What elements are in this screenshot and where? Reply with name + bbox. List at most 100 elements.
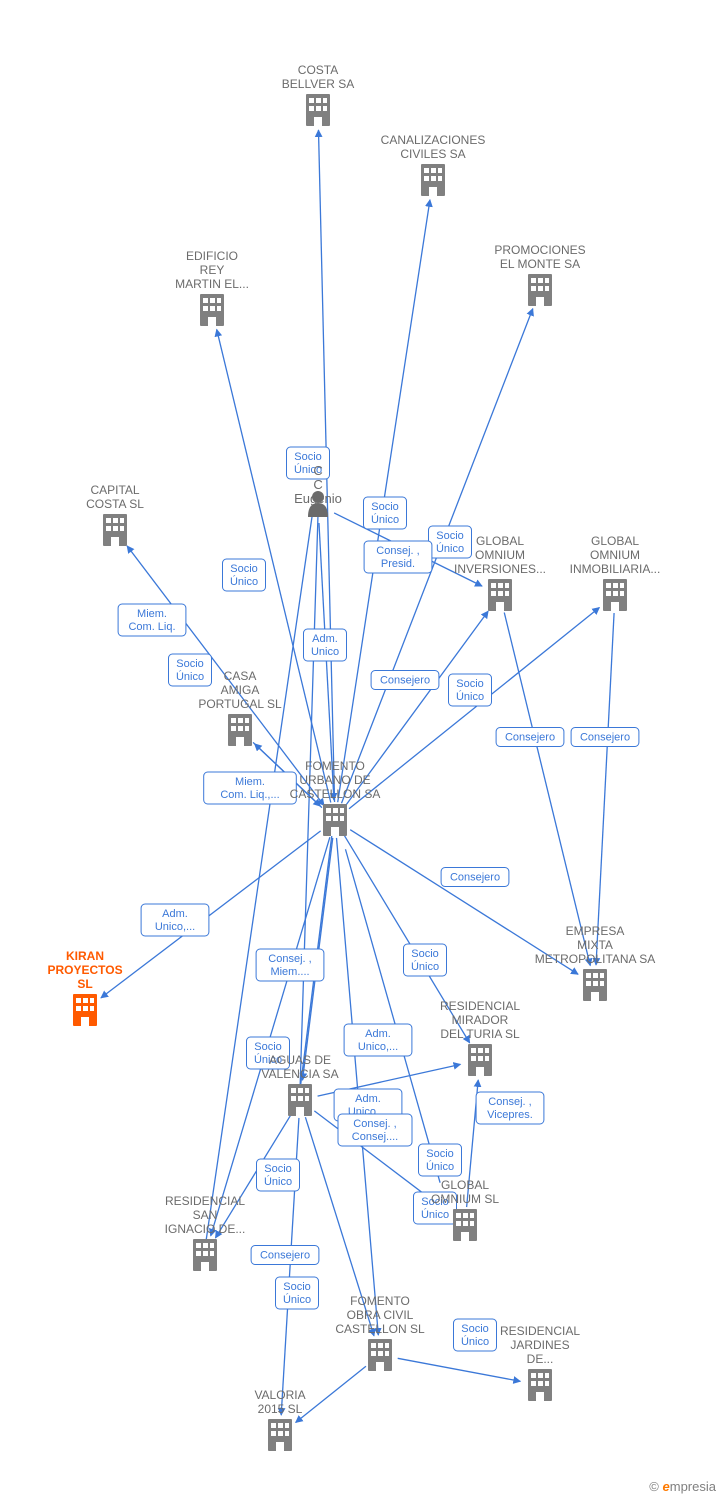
edge-label: SocioÚnico — [287, 447, 330, 479]
node-residencial_san[interactable]: RESIDENCIALSANIGNACIO DE... — [165, 1194, 246, 1271]
edge-label: Consejero — [496, 728, 564, 747]
node-label: MARTIN EL... — [175, 277, 249, 291]
node-label: CASTELLON SL — [335, 1322, 425, 1336]
node-label: RESIDENCIAL — [500, 1324, 580, 1338]
edge-label: Consejero — [441, 868, 509, 887]
node-label: PROYECTOS — [47, 963, 122, 977]
node-label: 2015 SL — [258, 1402, 303, 1416]
node-label: MIXTA — [577, 938, 613, 952]
node-capital_costa[interactable]: CAPITALCOSTA SL — [86, 483, 144, 546]
node-label: OMNIUM — [590, 548, 640, 562]
node-kiran[interactable]: KIRANPROYECTOSSL — [47, 949, 122, 1026]
node-valoria[interactable]: VALORIA2015 SL — [254, 1388, 305, 1451]
svg-text:Consejero: Consejero — [450, 872, 500, 884]
building-icon — [453, 1209, 477, 1241]
edge-label: Consej. ,Vicepres. — [476, 1092, 544, 1124]
edge-label: SocioÚnico — [454, 1319, 497, 1351]
edge-label: SocioÚnico — [257, 1159, 300, 1191]
svg-text:Consej. ,: Consej. , — [488, 1096, 531, 1108]
node-empresa_mixta[interactable]: EMPRESAMIXTAMETROPOLITANA SA — [535, 924, 655, 1001]
edge — [349, 608, 599, 809]
svg-text:Socio: Socio — [456, 678, 484, 690]
node-label: GLOBAL — [591, 534, 639, 548]
node-label: INMOBILIARIA... — [570, 562, 661, 576]
node-label: DEL TURIA SL — [440, 1027, 520, 1041]
node-label: OMNIUM SL — [431, 1192, 499, 1206]
network-diagram: SocioÚnicoSocioÚnicoSocioÚnicoSocioÚnico… — [0, 0, 728, 1500]
edge — [337, 838, 379, 1335]
node-fomento_obra[interactable]: FOMENTOOBRA CIVILCASTELLON SL — [335, 1294, 425, 1371]
node-label: REY — [200, 263, 225, 277]
node-canalizaciones[interactable]: CANALIZACIONESCIVILES SA — [381, 133, 486, 196]
edge-label: SocioÚnico — [419, 1144, 462, 1176]
node-label: AMIGA — [221, 683, 260, 697]
svg-text:Com. Liq.,...: Com. Liq.,... — [220, 789, 279, 801]
node-label: COSTA SL — [86, 497, 144, 511]
building-icon — [488, 579, 512, 611]
svg-text:Socio: Socio — [371, 501, 399, 513]
edge-label: SocioÚnico — [223, 559, 266, 591]
building-icon — [368, 1339, 392, 1371]
edge-label: Miem.Com. Liq.,... — [204, 772, 297, 804]
building-icon — [200, 294, 224, 326]
building-icon — [268, 1419, 292, 1451]
node-label: C — [313, 477, 322, 492]
svg-text:Adm.: Adm. — [355, 1093, 381, 1105]
node-residencial_jardines[interactable]: RESIDENCIALJARDINESDE... — [500, 1324, 580, 1401]
svg-text:Consej....: Consej.... — [352, 1131, 398, 1143]
node-label: DE... — [527, 1352, 554, 1366]
building-icon — [528, 274, 552, 306]
svg-text:Miem....: Miem.... — [270, 966, 309, 978]
edge-label: Miem.Com. Liq. — [118, 604, 186, 636]
node-label: VALORIA — [254, 1388, 305, 1402]
node-global_inmobiliaria[interactable]: GLOBALOMNIUMINMOBILIARIA... — [570, 534, 661, 611]
svg-text:Socio: Socio — [283, 1281, 311, 1293]
node-label: JARDINES — [510, 1338, 569, 1352]
node-label: RESIDENCIAL — [440, 999, 520, 1013]
building-icon — [323, 804, 347, 836]
node-costa_bellver[interactable]: COSTABELLVER SA — [282, 63, 354, 126]
node-label: IGNACIO DE... — [165, 1222, 246, 1236]
svg-text:Socio: Socio — [176, 658, 204, 670]
svg-text:Consejero: Consejero — [380, 675, 430, 687]
svg-text:Socio: Socio — [294, 451, 322, 463]
edge-label: Adm.Unico,... — [344, 1024, 412, 1056]
edge-label: SocioÚnico — [169, 654, 212, 686]
node-label: SAN — [193, 1208, 218, 1222]
edge-label: SocioÚnico — [449, 674, 492, 706]
edge-label: Consej. ,Presid. — [364, 541, 432, 573]
node-label: CANALIZACIONES — [381, 133, 486, 147]
node-label: C — [313, 463, 322, 478]
node-label: OBRA CIVIL — [347, 1308, 414, 1322]
node-label: SL — [77, 977, 92, 991]
node-edificio_rey[interactable]: EDIFICIOREYMARTIN EL... — [175, 249, 249, 326]
node-label: EDIFICIO — [186, 249, 238, 263]
edge — [504, 612, 590, 965]
edge — [596, 613, 614, 965]
edge — [398, 1358, 521, 1381]
edge-label: SocioÚnico — [429, 526, 472, 558]
edge-label: Consej. ,Miem.... — [256, 949, 324, 981]
svg-text:Socio: Socio — [264, 1163, 292, 1175]
building-icon — [528, 1369, 552, 1401]
svg-text:Único: Único — [456, 690, 484, 703]
node-fomento_urbano[interactable]: FOMENTOURBANO DECASTELLON SA — [290, 759, 381, 836]
edge-label: Consejero — [371, 671, 439, 690]
edge-label: Consej. ,Consej.... — [338, 1114, 412, 1146]
node-label: METROPOLITANA SA — [535, 952, 655, 966]
node-label: Eugenio — [294, 491, 342, 506]
svg-text:Consej. ,: Consej. , — [376, 545, 419, 557]
svg-text:Consejero: Consejero — [260, 1250, 310, 1262]
node-residencial_mirador[interactable]: RESIDENCIALMIRADORDEL TURIA SL — [440, 999, 520, 1076]
svg-text:Único: Único — [411, 960, 439, 973]
node-label: EL MONTE SA — [500, 257, 580, 271]
node-promociones_monte[interactable]: PROMOCIONESEL MONTE SA — [494, 243, 585, 306]
svg-text:Consej. ,: Consej. , — [268, 953, 311, 965]
svg-text:Miem.: Miem. — [137, 608, 167, 620]
svg-text:Miem.: Miem. — [235, 776, 265, 788]
node-aguas_valencia[interactable]: AGUAS DEVALENCIA SA — [261, 1053, 338, 1116]
edge-label: SocioÚnico — [404, 944, 447, 976]
svg-text:Consejero: Consejero — [580, 732, 630, 744]
svg-text:Socio: Socio — [461, 1323, 489, 1335]
svg-text:Unico,...: Unico,... — [358, 1041, 398, 1053]
